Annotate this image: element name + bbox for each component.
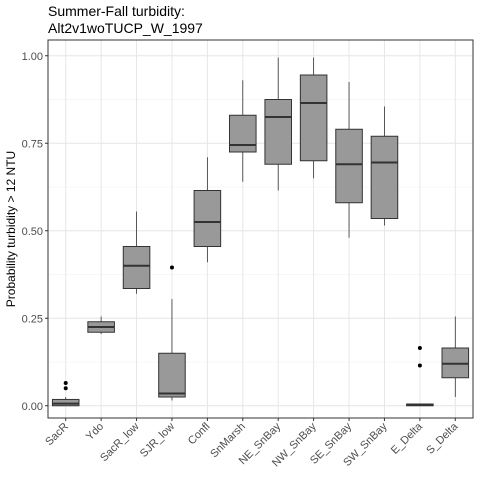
box-SE_SnBay <box>335 82 363 238</box>
y-tick-label: 1.00 <box>22 51 43 63</box>
box-SJR_low <box>158 265 186 401</box>
box-iqr <box>51 398 80 407</box>
box-NE_SnBay <box>264 57 292 191</box>
box-iqr <box>193 190 222 247</box>
x-tick-label: Confl <box>186 421 213 448</box>
box-iqr <box>158 352 186 398</box>
box-NW_SnBay <box>299 57 328 179</box>
box-Confl <box>193 157 222 263</box>
x-tick-label: SJR_low <box>138 421 177 460</box>
outlier-point <box>169 265 174 270</box>
outlier-point <box>417 346 422 350</box>
x-tick-label: E_Delta <box>389 420 426 457</box>
x-tick-label: Ydo <box>84 421 106 443</box>
box-S_Delta <box>441 316 470 397</box>
y-axis-label: Probability turbidity > 12 NTU <box>4 151 18 307</box>
x-tick-label: SacR_low <box>98 421 142 465</box>
box-SW_SnBay <box>370 106 399 226</box>
y-tick-label: 0.25 <box>22 313 43 325</box>
box-iqr <box>299 74 328 162</box>
box-SacR <box>51 381 80 407</box>
box-iqr <box>335 128 363 204</box>
box-iqr <box>264 99 292 165</box>
box-Ydo <box>87 316 115 334</box>
plot-border <box>47 39 474 419</box>
box-iqr <box>122 246 151 289</box>
box-SacR_low <box>122 211 151 294</box>
y-tick-label: 0.75 <box>22 138 43 150</box>
x-tick-label: SacR <box>43 421 71 449</box>
y-tick-label: 0.50 <box>22 226 43 238</box>
chart-title-line-2: Alt2v1woTUCP_W_1997 <box>48 20 203 36</box>
box-iqr <box>229 114 257 153</box>
box-SnMarsh <box>229 80 257 182</box>
box-iqr <box>370 135 399 219</box>
chart-title-line-1: Summer-Fall turbidity: <box>48 3 185 19</box>
outlier-point <box>417 363 422 368</box>
outlier-point <box>63 381 68 385</box>
box-E_Delta <box>406 346 434 407</box>
plot-panel <box>48 40 473 418</box>
box-series <box>51 57 470 407</box>
y-axis: 0.00 0.25 0.50 0.75 1.00 <box>22 51 48 413</box>
y-tick-label: 0.00 <box>22 401 43 413</box>
x-tick-label: S_Delta <box>424 420 461 457</box>
outlier-point <box>63 386 68 391</box>
